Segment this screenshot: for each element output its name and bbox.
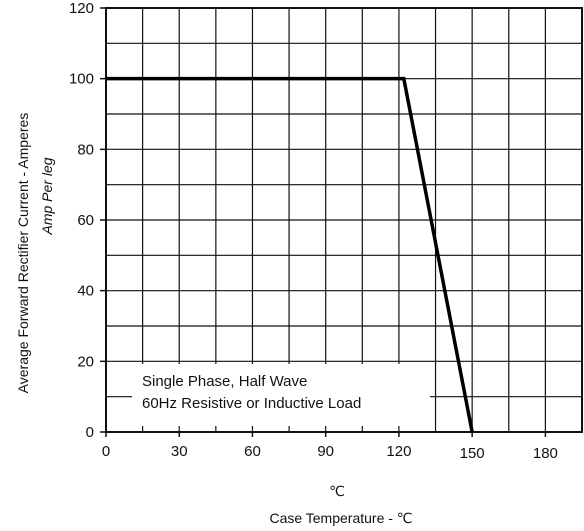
annotation-box	[132, 364, 430, 426]
y-tick-label: 60	[77, 212, 94, 229]
annotation-line-2: 60Hz Resistive or Inductive Load	[142, 395, 361, 412]
y-axis-title-line-2: Amp Per leg	[39, 157, 55, 235]
x-tick-label: 30	[171, 443, 188, 460]
x-tick-label: 180	[533, 445, 558, 462]
axes	[100, 7, 583, 437]
y-tick-label: 20	[77, 353, 94, 370]
x-tick-label: 60	[244, 443, 261, 460]
x-axis-title: Case Temperature - ℃	[269, 510, 412, 526]
y-axis-title-line-1: Average Forward Rectifier Current - Ampe…	[15, 113, 31, 394]
y-tick-label: 0	[86, 424, 94, 441]
y-tick-label: 120	[69, 0, 94, 17]
x-tick-label: 120	[386, 443, 411, 460]
y-tick-labels: 0 20 40 60 80 100 120	[69, 0, 94, 441]
x-tick-label: 0	[102, 443, 110, 460]
derating-curve	[106, 76, 474, 433]
annotation-line-1: Single Phase, Half Wave	[142, 373, 307, 390]
y-tick-label: 100	[69, 71, 94, 88]
x-unit-label: ℃	[329, 483, 345, 499]
series-layer	[106, 76, 474, 433]
x-tick-label: 150	[460, 445, 485, 462]
y-tick-label: 80	[77, 141, 94, 158]
y-tick-label: 40	[77, 283, 94, 300]
x-tick-label: 90	[317, 443, 334, 460]
x-tick-labels: 0 30 60 90 120 150 180	[102, 443, 558, 462]
